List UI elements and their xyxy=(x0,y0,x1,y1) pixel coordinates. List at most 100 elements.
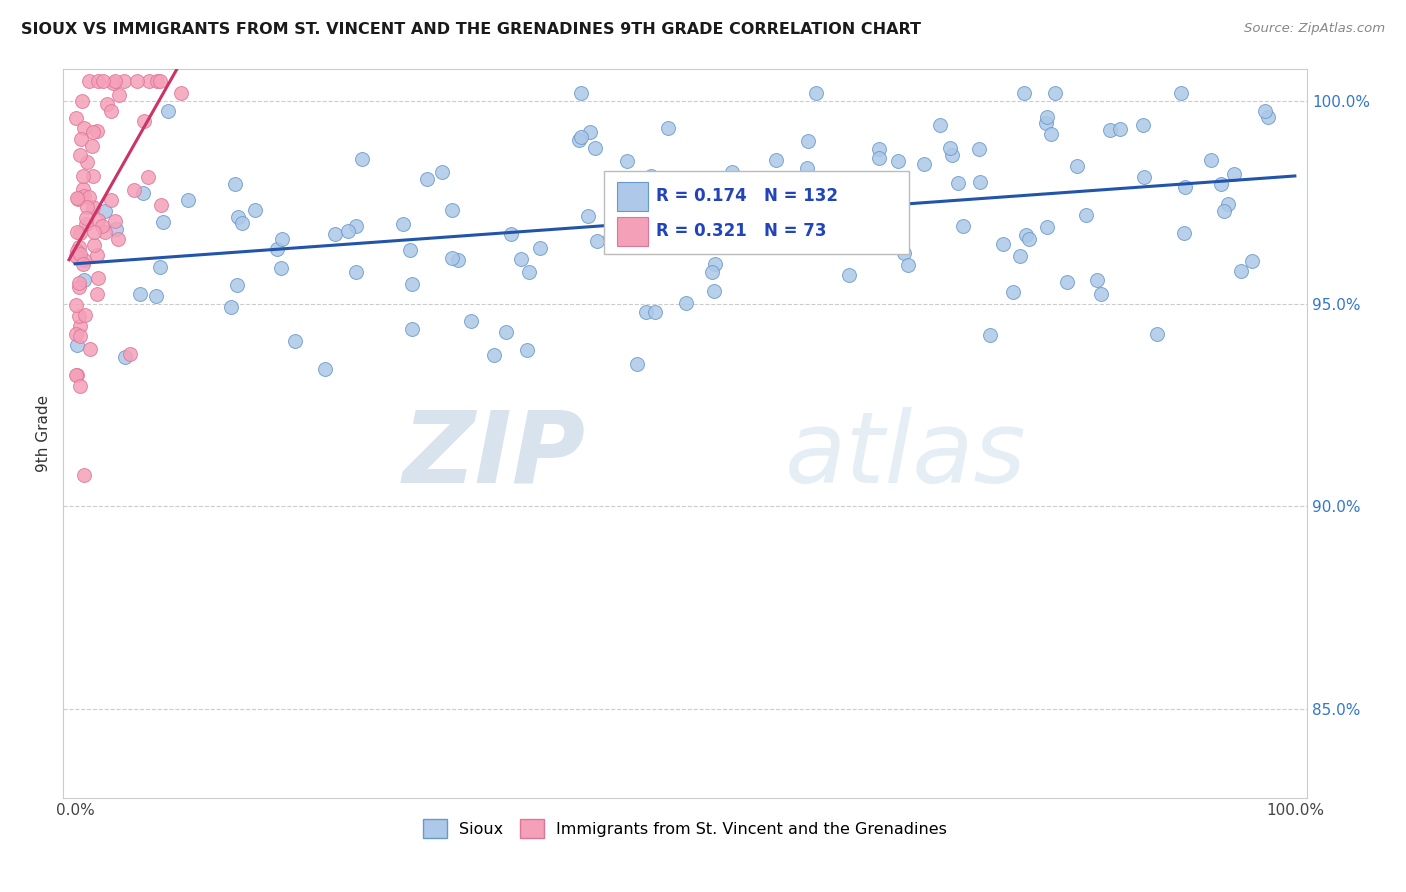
Point xyxy=(702,284,724,298)
Point xyxy=(86,286,108,301)
Point xyxy=(391,217,413,231)
Point xyxy=(929,118,952,132)
Point xyxy=(398,244,420,258)
Point xyxy=(100,104,122,119)
Point xyxy=(69,318,91,333)
Point xyxy=(94,203,117,218)
Text: SIOUX VS IMMIGRANTS FROM ST. VINCENT AND THE GRENADINES 9TH GRADE CORRELATION CH: SIOUX VS IMMIGRANTS FROM ST. VINCENT AND… xyxy=(21,22,921,37)
Point xyxy=(702,265,724,279)
Point xyxy=(69,132,91,146)
Point xyxy=(148,260,170,274)
Point xyxy=(1036,110,1059,124)
Point xyxy=(270,232,292,246)
Point xyxy=(118,346,141,360)
Point xyxy=(967,142,990,156)
Point xyxy=(91,73,114,87)
Point xyxy=(499,227,522,241)
Point xyxy=(270,260,292,275)
Point xyxy=(73,273,96,287)
Point xyxy=(231,216,253,230)
Point xyxy=(616,153,638,168)
Point xyxy=(105,222,128,236)
Point xyxy=(86,248,108,262)
Point xyxy=(138,73,160,87)
Point xyxy=(132,114,155,128)
Point xyxy=(516,343,538,357)
Point xyxy=(583,141,606,155)
Point xyxy=(1173,227,1195,241)
Point xyxy=(79,342,101,356)
Point xyxy=(787,210,810,224)
Point xyxy=(1212,203,1234,218)
Point xyxy=(628,182,651,196)
Point xyxy=(724,193,747,207)
Point xyxy=(644,305,666,319)
Point xyxy=(1090,287,1112,301)
Point xyxy=(72,252,94,267)
Point xyxy=(83,225,105,239)
Point xyxy=(66,225,89,239)
Point xyxy=(226,210,249,224)
Point xyxy=(713,178,735,192)
Point xyxy=(136,170,159,185)
Point xyxy=(344,219,367,233)
Point xyxy=(868,142,890,156)
Point xyxy=(495,325,517,339)
Point xyxy=(569,130,592,145)
Point xyxy=(149,198,172,212)
Point xyxy=(1066,159,1088,173)
Point xyxy=(482,348,505,362)
Point xyxy=(1036,220,1059,235)
Text: atlas: atlas xyxy=(785,407,1026,504)
Point xyxy=(415,172,437,186)
Text: Source: ZipAtlas.com: Source: ZipAtlas.com xyxy=(1244,22,1385,36)
Point xyxy=(76,154,98,169)
Point xyxy=(941,147,963,161)
Point xyxy=(673,238,696,252)
Point xyxy=(1085,273,1108,287)
Point xyxy=(897,258,920,272)
Point xyxy=(1174,179,1197,194)
Point xyxy=(880,194,903,208)
Point xyxy=(69,227,91,241)
Point xyxy=(243,202,266,217)
Point xyxy=(96,97,118,112)
Point xyxy=(939,141,962,155)
Point xyxy=(132,186,155,200)
Point xyxy=(1045,86,1067,100)
Point xyxy=(733,232,755,246)
Point xyxy=(67,280,90,294)
Point xyxy=(838,268,860,283)
Point xyxy=(83,238,105,252)
Point xyxy=(866,200,889,214)
Point xyxy=(1223,167,1246,181)
Point xyxy=(762,224,785,238)
Point xyxy=(1170,86,1192,100)
Point xyxy=(104,73,127,87)
Point xyxy=(1014,86,1036,100)
Point xyxy=(170,86,193,100)
Point xyxy=(86,124,108,138)
Point xyxy=(510,252,533,267)
Point xyxy=(1010,249,1032,263)
Point xyxy=(517,265,540,279)
Point xyxy=(568,133,591,147)
Point xyxy=(107,232,129,246)
Point xyxy=(66,338,89,352)
Point xyxy=(675,296,697,310)
Point xyxy=(67,276,90,290)
Point xyxy=(73,120,96,135)
Point xyxy=(447,253,470,268)
Point xyxy=(430,164,453,178)
Point xyxy=(157,104,180,119)
Point xyxy=(76,200,98,214)
Point xyxy=(224,177,246,191)
Point xyxy=(401,322,423,336)
Point xyxy=(66,191,89,205)
Point xyxy=(350,152,373,166)
Point xyxy=(1035,116,1057,130)
Point xyxy=(440,202,463,217)
Point xyxy=(440,251,463,265)
Point xyxy=(77,73,100,87)
Point xyxy=(86,213,108,227)
